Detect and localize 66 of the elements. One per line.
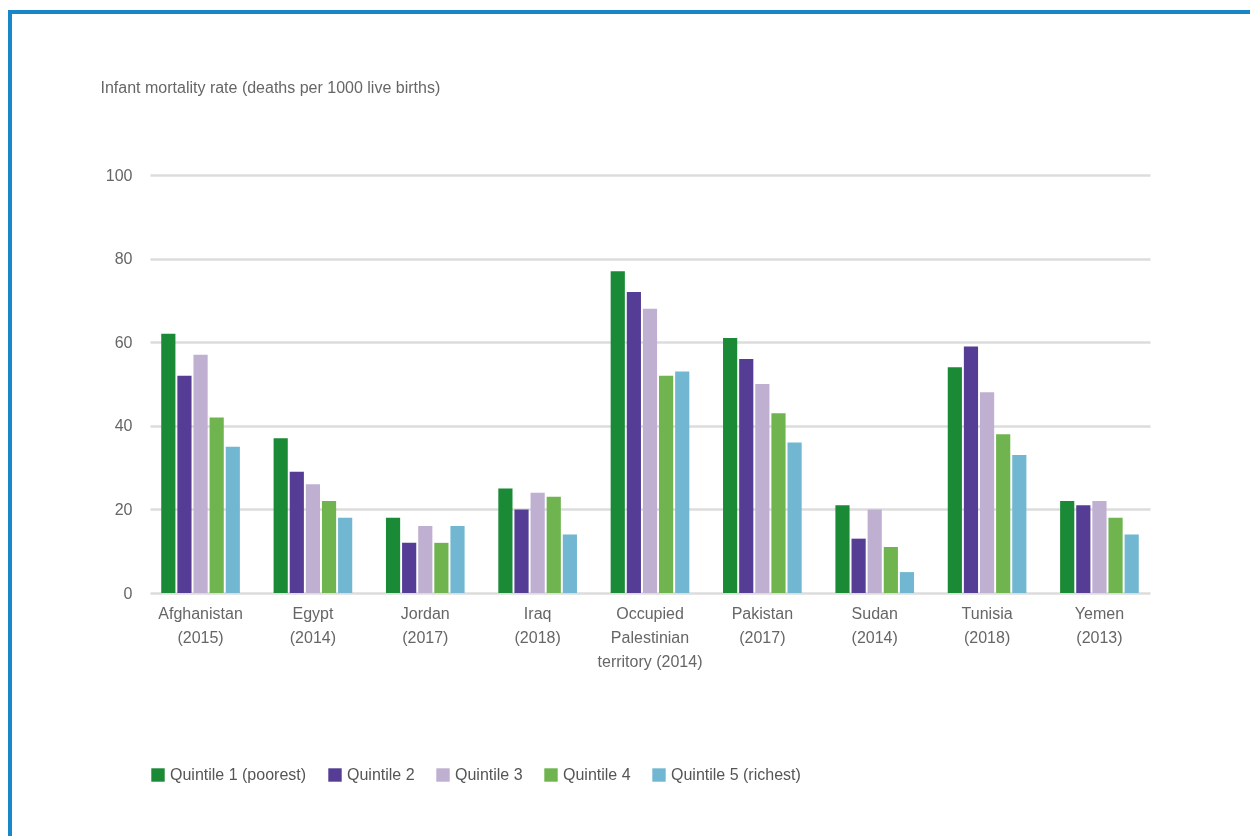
- legend-label: Quintile 2: [347, 766, 415, 783]
- bar: [209, 417, 224, 593]
- bar: [193, 354, 208, 593]
- x-tick-label: Sudan (2014): [851, 604, 898, 646]
- x-tick-label: Afghanistan (2015): [158, 604, 243, 646]
- bar: [963, 346, 979, 593]
- legend-label: Quintile 3: [455, 766, 523, 783]
- bar: [385, 517, 401, 593]
- bar: [835, 505, 850, 593]
- bar: [1076, 505, 1091, 593]
- bar: [899, 572, 915, 593]
- x-tick-label: Tunisia (2018): [961, 604, 1013, 646]
- bar: [338, 517, 353, 593]
- x-tick-label: Iraq (2018): [514, 604, 561, 646]
- bar: [305, 484, 321, 593]
- y-tick-label: 100: [105, 166, 133, 184]
- bar: [498, 488, 513, 593]
- bar: [450, 526, 465, 593]
- x-tick-label: Jordan (2017): [400, 604, 450, 646]
- y-tick-label: 0: [123, 584, 133, 602]
- x-tick-label: Egypt (2014): [289, 604, 337, 646]
- bar: [418, 526, 433, 593]
- y-tick-label: 40: [114, 417, 133, 435]
- bar: [610, 271, 625, 593]
- bar: [530, 492, 545, 593]
- y-tick-label: 20: [114, 500, 133, 518]
- bar: [642, 308, 658, 593]
- bar: [851, 538, 866, 593]
- y-tick-label: 80: [114, 250, 133, 268]
- bar: [626, 292, 641, 593]
- legend-label: Quintile 5 (richest): [671, 766, 801, 783]
- legend-label: Quintile 1 (poorest): [170, 766, 307, 783]
- bar: [321, 501, 337, 593]
- bar: [787, 442, 802, 593]
- bar: [562, 534, 577, 593]
- y-tick-label: 60: [114, 333, 133, 351]
- bar: [161, 333, 176, 593]
- x-tick-label: Yemen (2013): [1074, 604, 1125, 646]
- bar: [675, 371, 690, 593]
- bar: [771, 413, 786, 593]
- bar: [659, 375, 674, 593]
- bar: [996, 434, 1011, 593]
- bar: [514, 509, 529, 593]
- bar: [225, 446, 240, 593]
- bar: [1012, 455, 1027, 593]
- bar: [979, 392, 995, 593]
- bar: [1092, 501, 1107, 593]
- bar: [402, 542, 417, 593]
- bar: [434, 542, 449, 593]
- x-tick-label: Pakistan (2017): [731, 604, 794, 646]
- x-tick-label: Occupied Palestinian territory (2014): [597, 604, 703, 670]
- bar: [289, 471, 304, 593]
- bar: [883, 547, 898, 593]
- bar: [1108, 517, 1123, 593]
- bar: [739, 358, 754, 593]
- bar: [273, 438, 288, 593]
- bar: [546, 496, 561, 593]
- bar: [867, 509, 882, 593]
- bar: [723, 338, 738, 593]
- bar: [1060, 501, 1075, 593]
- legend-label: Quintile 4: [563, 766, 631, 783]
- bar: [755, 384, 770, 593]
- bar: [947, 367, 962, 593]
- y-axis-title: Infant mortality rate (deaths per 1000 live births): [100, 78, 441, 96]
- bar: [177, 375, 192, 593]
- bar: [1124, 534, 1139, 593]
